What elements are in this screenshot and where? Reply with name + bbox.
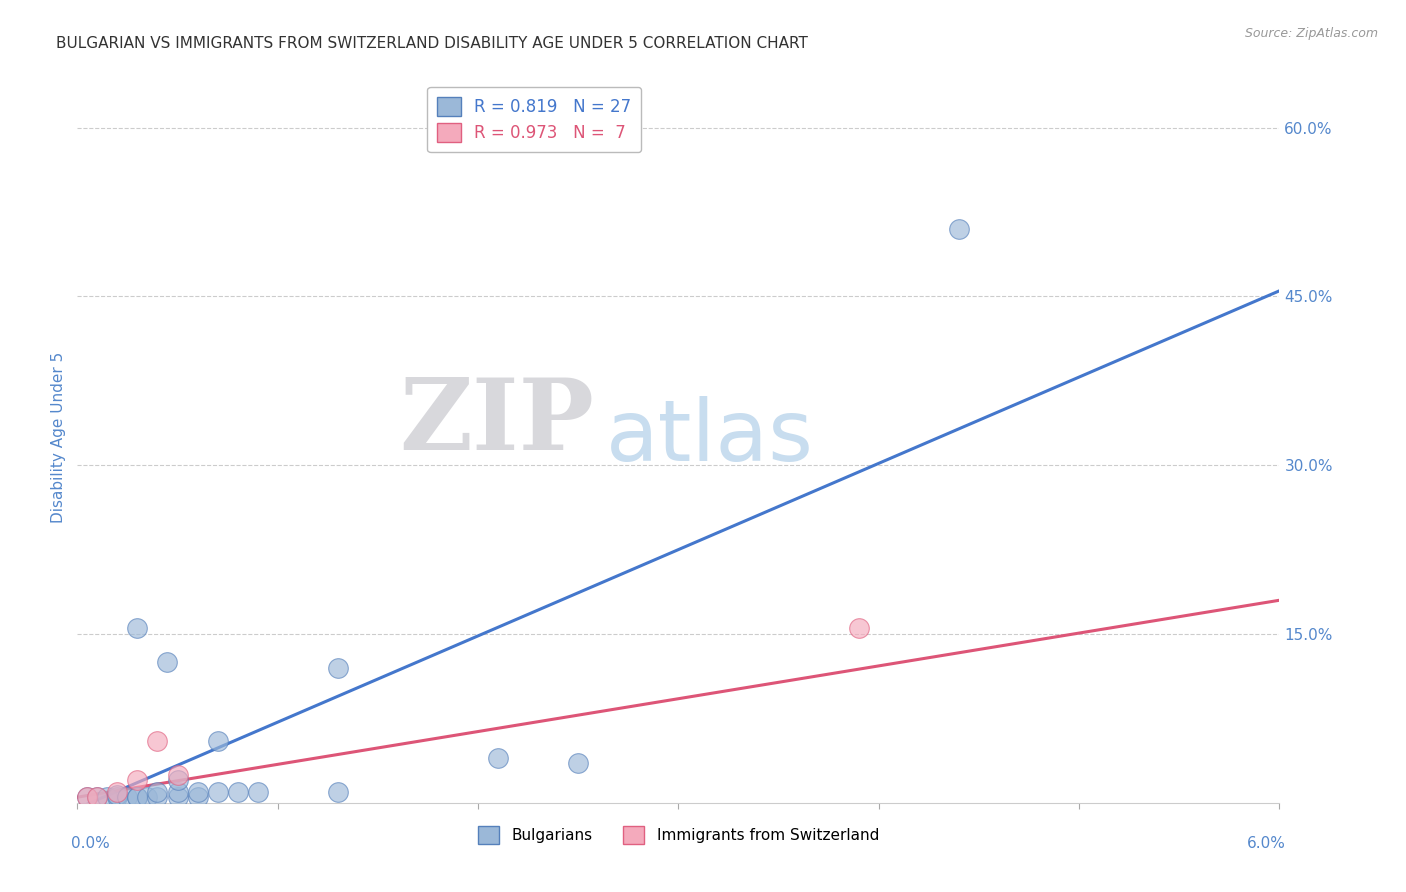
- Text: 6.0%: 6.0%: [1247, 836, 1285, 851]
- Text: ZIP: ZIP: [399, 374, 595, 471]
- Point: [127, 621, 149, 635]
- Point: [107, 790, 129, 805]
- Point: [486, 751, 509, 765]
- Point: [246, 784, 269, 798]
- Text: BULGARIAN VS IMMIGRANTS FROM SWITZERLAND DISABILITY AGE UNDER 5 CORRELATION CHAR: BULGARIAN VS IMMIGRANTS FROM SWITZERLAND…: [56, 36, 808, 51]
- Point: [146, 734, 169, 748]
- Point: [166, 773, 188, 788]
- Point: [187, 784, 209, 798]
- Point: [86, 790, 108, 805]
- Point: [146, 790, 169, 805]
- Point: [156, 655, 179, 669]
- Point: [107, 784, 129, 798]
- Point: [166, 767, 188, 781]
- Point: [146, 784, 169, 798]
- Point: [76, 790, 98, 805]
- Text: Source: ZipAtlas.com: Source: ZipAtlas.com: [1244, 27, 1378, 40]
- Text: 0.0%: 0.0%: [72, 836, 110, 851]
- Point: [127, 790, 149, 805]
- Point: [948, 222, 970, 236]
- Point: [567, 756, 589, 771]
- Point: [848, 621, 870, 635]
- Point: [226, 784, 249, 798]
- Point: [166, 790, 188, 805]
- Y-axis label: Disability Age Under 5: Disability Age Under 5: [51, 351, 66, 523]
- Point: [326, 784, 349, 798]
- Point: [127, 790, 149, 805]
- Point: [136, 790, 159, 805]
- Point: [326, 661, 349, 675]
- Point: [86, 790, 108, 805]
- Point: [207, 734, 229, 748]
- Text: atlas: atlas: [606, 395, 814, 479]
- Point: [107, 788, 129, 802]
- Point: [127, 773, 149, 788]
- Legend: Bulgarians, Immigrants from Switzerland: Bulgarians, Immigrants from Switzerland: [471, 820, 886, 850]
- Point: [166, 784, 188, 798]
- Point: [117, 790, 139, 805]
- Point: [187, 790, 209, 805]
- Point: [207, 784, 229, 798]
- Point: [96, 790, 118, 805]
- Point: [76, 790, 98, 805]
